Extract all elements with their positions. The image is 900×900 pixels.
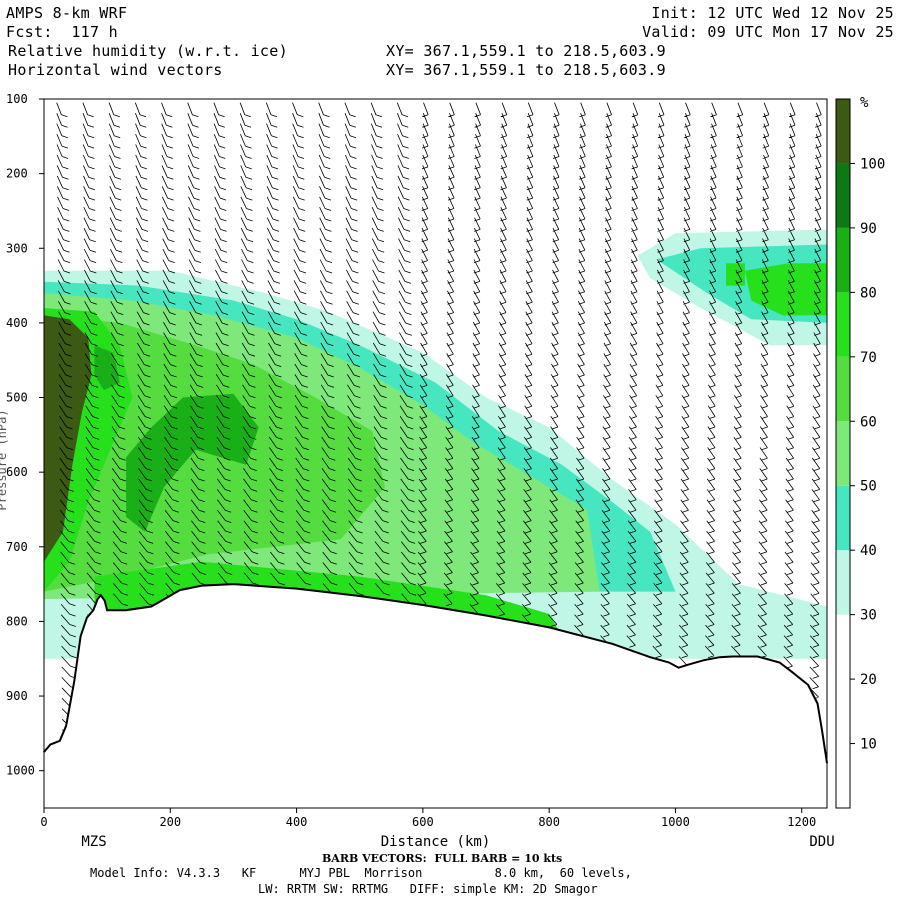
y-tick-label: 100 — [6, 92, 28, 106]
terrain — [43, 583, 828, 808]
colorbar-swatch — [836, 485, 850, 551]
barb-column — [187, 102, 207, 586]
plot-frame — [43, 98, 828, 809]
x-tick-label: 1000 — [661, 815, 690, 829]
cross-section-xy-1: XY= 367.1,559.1 to 218.5,603.9 — [386, 42, 666, 60]
x-tick-label: 400 — [286, 815, 308, 829]
colorbar-swatch — [836, 421, 850, 486]
barb-column — [56, 102, 78, 742]
barb-column — [652, 102, 665, 659]
x-tick-label: 200 — [159, 815, 181, 829]
colorbar-unit: % — [860, 95, 869, 111]
y-tick-label: 500 — [6, 391, 28, 405]
barb-column — [239, 102, 259, 586]
colorbar-tick-label: 80 — [860, 285, 877, 301]
physics-info: LW: RRTM SW: RRTMG DIFF: simple KM: 2D S… — [258, 882, 598, 896]
model-info: Model Info: V4.3.3 KF MYJ PBL Morrison 8… — [90, 866, 632, 880]
terrain-line — [43, 583, 828, 764]
x-tick-label: 600 — [412, 815, 434, 829]
barb-column — [213, 102, 233, 586]
y-tick-label: 200 — [6, 167, 28, 181]
barb-column — [265, 102, 285, 586]
rh-region — [145, 419, 234, 510]
colorbar-tick-label: 40 — [860, 543, 877, 559]
barb-column — [521, 102, 534, 627]
colorbar: 10 20 30 40 50 60 70 80 90 100% — [835, 95, 885, 809]
barb-column — [704, 102, 717, 659]
barb-column — [396, 102, 417, 607]
colorbar-swatch — [836, 227, 850, 293]
y-tick-label: 300 — [6, 241, 28, 255]
x-axis-label: Distance (km) — [381, 834, 491, 850]
endpoint-label-end: DDU — [809, 834, 834, 850]
colorbar-tick-label: 50 — [860, 479, 877, 495]
colorbar-swatch — [836, 292, 850, 357]
colorbar-tick-label: 90 — [860, 221, 877, 237]
x-tick-label: 800 — [538, 815, 560, 829]
colorbar-tick-label: 20 — [860, 672, 877, 688]
x-tick-label: 0 — [40, 815, 47, 829]
colorbar-frame — [835, 98, 851, 809]
barb-column — [678, 102, 691, 669]
barb-column — [292, 102, 312, 586]
barb-legend: BARB VECTORS: FULL BARB = 10 kts — [322, 852, 563, 865]
colorbar-swatch — [836, 356, 850, 422]
terrain-mask — [44, 584, 827, 808]
y-tick-label: 600 — [6, 465, 28, 479]
barb-column — [574, 102, 586, 638]
barb-column — [82, 102, 103, 627]
y-tick-label: 400 — [6, 316, 28, 330]
rh-field — [44, 229, 827, 659]
barb-column — [548, 102, 560, 627]
y-tick-label: 700 — [6, 540, 28, 554]
model-title: AMPS 8-km WRF — [6, 4, 128, 22]
barb-column — [370, 102, 390, 596]
barb-column — [626, 102, 639, 648]
barb-column — [783, 102, 796, 669]
field-title-wind: Horizontal wind vectors — [8, 61, 223, 79]
axes: 100 200 300 400 500 600 700 800 900 1000 0 200 400 60… — [0, 92, 835, 850]
y-tick-label: 1000 — [6, 764, 35, 778]
barb-column — [469, 102, 481, 617]
barb-column — [318, 102, 338, 596]
y-tick-label: 800 — [6, 614, 28, 628]
barb-column — [600, 102, 612, 648]
barb-column — [731, 102, 744, 659]
y-tick-label: 900 — [6, 689, 28, 703]
barb-column — [108, 102, 129, 607]
field-title-rh: Relative humidity (w.r.t. ice) — [8, 42, 288, 60]
barb-column — [161, 102, 181, 607]
colorbar-swatch — [836, 550, 850, 615]
barb-column — [809, 102, 822, 700]
y-axis-label: Pressure (hPa) — [0, 409, 9, 510]
barb-column — [417, 102, 429, 607]
x-tick-label: 1200 — [787, 815, 816, 829]
rh-region — [726, 263, 745, 286]
colorbar-tick-label: 100 — [860, 156, 885, 172]
forecast-hour: Fcst: 117 h — [6, 23, 118, 41]
colorbar-tick-label: 30 — [860, 608, 877, 624]
barb-column — [443, 102, 455, 607]
colorbar-tick-label: 60 — [860, 414, 877, 430]
colorbar-swatch — [836, 99, 850, 164]
colorbar-swatch — [836, 163, 850, 228]
cross-section-xy-2: XY= 367.1,559.1 to 218.5,603.9 — [386, 61, 666, 79]
barb-column — [344, 102, 364, 596]
init-time: Init: 12 UTC Wed 12 Nov 25 — [651, 4, 894, 22]
wind-barbs — [56, 102, 822, 742]
endpoint-label-start: MZS — [81, 834, 106, 850]
barb-column — [495, 102, 508, 617]
barb-column — [757, 102, 770, 659]
rh-region — [44, 315, 92, 562]
colorbar-tick-label: 70 — [860, 350, 877, 366]
valid-time: Valid: 09 UTC Mon 17 Nov 25 — [642, 23, 894, 41]
barb-column — [134, 102, 155, 607]
colorbar-tick-label: 10 — [860, 737, 877, 753]
